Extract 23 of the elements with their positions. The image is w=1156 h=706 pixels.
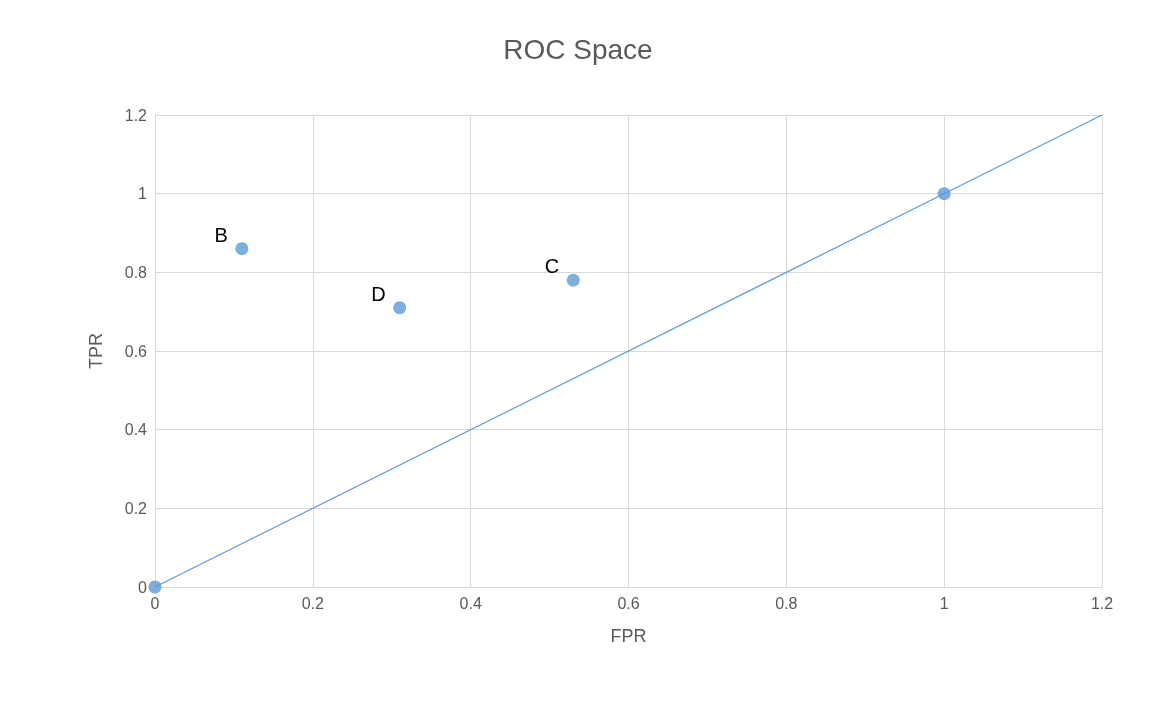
y-tick-label: 1 [138,185,148,203]
x-tick-label: 1.2 [1090,594,1114,612]
annotation: C [544,255,560,278]
y-tick-label: 0.6 [124,342,148,360]
y-tick-label: 0.2 [124,499,148,517]
x-tick-label: 0.2 [301,594,325,612]
x-tick-label: 0.4 [459,594,482,612]
point [566,273,580,287]
y-tick-label: 0.8 [124,263,148,281]
point [235,242,249,256]
x-tick-label: 0.6 [617,594,640,612]
x-axis-title: FPR [610,626,647,646]
x-tick-label: 0.8 [775,594,798,612]
chart-title: ROC Space [503,33,653,65]
x-tick-label: 1 [939,594,949,612]
y-tick-label: 0 [138,578,148,596]
x-tick-label: 0 [150,594,160,612]
y-tick-label: 0.4 [124,421,148,439]
y-tick-label: 1.2 [124,106,148,124]
annotation: B [214,223,228,246]
y-axis-title: TPR [86,333,106,369]
annotation: D [371,282,386,305]
point [393,301,407,315]
